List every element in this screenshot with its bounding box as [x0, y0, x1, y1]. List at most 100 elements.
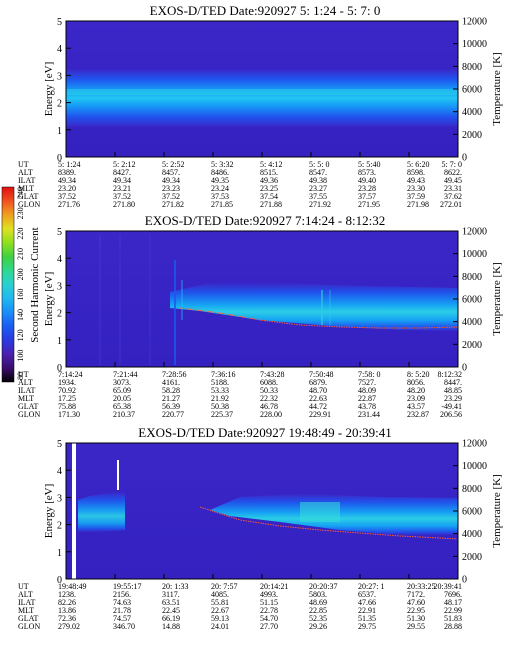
table-cell: 20:33:25: [407, 582, 435, 591]
panel-3-y2label: Temperature [K]: [491, 474, 503, 547]
table-cell: 65.09: [113, 386, 131, 395]
table-cell: 22.63: [309, 394, 327, 403]
table-cell: 22.95: [407, 606, 425, 615]
table-row-label: MLT: [18, 184, 34, 193]
table-cell: 5: 4:12: [260, 160, 282, 169]
table-cell: 20: 1:33: [162, 582, 188, 591]
table-cell: 49.34: [58, 176, 76, 185]
table-cell: 5: 1:24: [58, 160, 80, 169]
table-cell: 7:14:24: [58, 370, 82, 379]
panel-2-energy-band: [170, 283, 458, 331]
table-cell: 210.37: [113, 410, 135, 419]
table-cell: 7:21:44: [113, 370, 137, 379]
table-cell: 1238.: [58, 590, 76, 599]
table-cell: 4085.: [211, 590, 229, 599]
table-row-label: ILAT: [18, 176, 35, 185]
table-cell: 48.69: [309, 598, 327, 607]
panel-3-ephemeris-table: UT 19:48:49 19:55:17 20: 1:33 20: 7:57 20:14:…: [18, 574, 462, 631]
table-cell: 29.26: [309, 622, 327, 631]
table-row-label: UT: [18, 160, 29, 169]
colorbar-tick-label: 240: [16, 187, 25, 199]
y2tick-label: 0: [462, 575, 467, 586]
y2tick-label: 4000: [462, 529, 482, 540]
table-cell: 23.25: [260, 184, 278, 193]
table-cell: 49.43: [407, 176, 425, 185]
table-cell: 8622.: [444, 168, 462, 177]
y2tick-label: 2000: [462, 552, 482, 563]
table-cell: 23.20: [58, 184, 76, 193]
table-row-label: ILAT: [18, 598, 35, 607]
table-cell: 7527.: [358, 378, 376, 387]
panel-2-ephemeris-table: UT 7:14:24 7:21:44 7:28:56 7:36:16 7:43:28 7:5…: [18, 362, 462, 419]
table-cell: 22.91: [358, 606, 376, 615]
panel-1-y2ticks: 0 2000 4000 6000 8000 10000 12000: [453, 17, 487, 164]
table-cell: 19:48:49: [58, 582, 86, 591]
table-cell: 5: 2:12: [113, 160, 135, 169]
table-cell: 346.70: [113, 622, 135, 631]
table-cell: 37.52: [113, 192, 131, 201]
table-cell: 206.56: [440, 410, 462, 419]
panel-3-band-peak: [300, 502, 340, 522]
table-cell: 8547.: [309, 168, 327, 177]
colorbar-tick-label: 200: [16, 268, 25, 280]
panel-3-yticks: 0 1 2 3 4 5: [57, 439, 71, 586]
ytick-label: 5: [57, 439, 62, 450]
table-cell: 52.35: [309, 614, 327, 623]
table-cell: 49.36: [260, 176, 278, 185]
table-cell: 65.38: [113, 402, 131, 411]
table-cell: 20:20:37: [309, 582, 337, 591]
table-cell: 74.57: [113, 614, 131, 623]
table-cell: 20: 7:57: [211, 582, 237, 591]
table-row-label: ILAT: [18, 386, 35, 395]
table-cell: 23.27: [309, 184, 327, 193]
y2tick-label: 8000: [462, 62, 482, 73]
table-cell: 20.05: [113, 394, 131, 403]
table-cell: 48.17: [444, 598, 462, 607]
panel-1-ylabel: Energy [eV]: [43, 62, 55, 116]
panel-3-early-band: [78, 492, 125, 532]
table-cell: 37.54: [260, 192, 278, 201]
ytick-label: 4: [57, 466, 62, 477]
table-cell: 17.25: [58, 394, 76, 403]
ytick-label: 4: [57, 44, 62, 55]
ytick-label: 3: [57, 71, 62, 82]
table-cell: 21.27: [162, 394, 180, 403]
table-cell: 20:27: 1: [358, 582, 384, 591]
table-cell: 231.44: [358, 410, 380, 419]
ytick-label: 5: [57, 227, 62, 238]
table-row-label: GLON: [18, 622, 40, 631]
y2tick-label: 10000: [462, 461, 487, 472]
table-cell: 23.31: [444, 184, 462, 193]
table-cell: 20:14:21: [260, 582, 288, 591]
ytick-label: 5: [57, 17, 62, 28]
y2tick-label: 8000: [462, 484, 482, 495]
table-cell: 23.29: [444, 394, 462, 403]
table-cell: 28.88: [444, 622, 462, 631]
panel-3-data-gap: [72, 443, 76, 579]
table-cell: 5: 6:20: [407, 160, 429, 169]
table-cell: 74.63: [113, 598, 131, 607]
y2tick-label: 12000: [462, 17, 487, 28]
table-cell: 7172.: [407, 590, 425, 599]
table-cell: 271.98: [407, 200, 429, 209]
colorbar-tick-label: 100: [16, 350, 25, 362]
ytick-label: 0: [57, 363, 62, 374]
table-cell: 6879.: [309, 378, 327, 387]
table-cell: 7:36:16: [211, 370, 235, 379]
table-cell: 37.59: [407, 192, 425, 201]
table-cell: 271.92: [309, 200, 331, 209]
table-cell: 82.26: [58, 598, 76, 607]
table-cell: 5: 3:32: [211, 160, 233, 169]
table-cell: 29.75: [358, 622, 376, 631]
colorbar-tick-label: 230: [16, 207, 25, 219]
table-cell: 271.82: [162, 200, 184, 209]
y2tick-label: 6000: [462, 507, 482, 518]
table-cell: 22.99: [444, 606, 462, 615]
colorbar-gradient: [1, 186, 15, 383]
table-cell: 5: 5:40: [358, 160, 380, 169]
panel-2-title: EXOS-D/TED Date:920927 7:14:24 - 8:12:32: [145, 213, 385, 228]
panel-1-title: EXOS-D/TED Date:920927 5: 1:24 - 5: 7: 0: [150, 3, 381, 18]
table-cell: 37.62: [444, 192, 462, 201]
y2tick-label: 0: [462, 363, 467, 374]
table-cell: 5: 5: 0: [309, 160, 329, 169]
